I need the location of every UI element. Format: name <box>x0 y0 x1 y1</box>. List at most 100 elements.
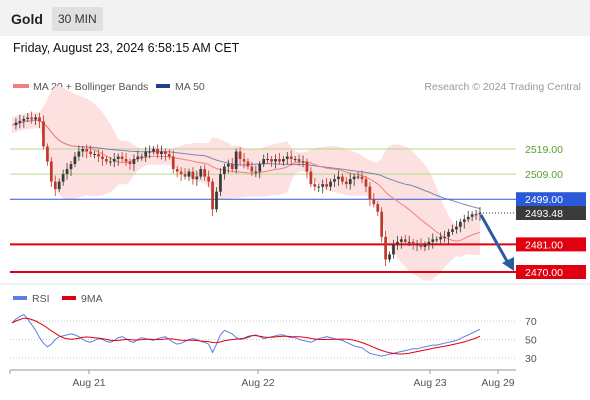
candle-body <box>415 244 419 246</box>
candle-body <box>466 216 470 220</box>
candle-body <box>451 229 454 232</box>
rsi-legend: RSI 9MA <box>13 293 103 305</box>
level-label-2470.00: 2470.00 <box>525 267 563 279</box>
candle-body <box>411 241 415 245</box>
candle-body <box>238 151 242 160</box>
candle-body <box>372 199 376 205</box>
candle-body <box>254 171 258 173</box>
candle-body <box>30 117 34 120</box>
ma50-legend-swatch <box>156 84 170 88</box>
candle-body <box>128 161 132 165</box>
candle-body <box>124 159 128 162</box>
candle-body <box>112 159 116 162</box>
candle-body <box>18 120 22 123</box>
ma50-line <box>11 119 481 210</box>
forecast-arrow-shaft <box>479 214 510 264</box>
candle-body <box>73 156 77 165</box>
candle-body <box>69 164 73 170</box>
candle-body <box>368 186 372 200</box>
candle-body <box>435 239 439 241</box>
candle-body <box>22 118 26 121</box>
instrument-title: Gold <box>11 11 43 27</box>
header-bar: Gold 30 MIN <box>0 0 590 36</box>
candle-body <box>289 156 293 160</box>
candle-body <box>250 166 254 172</box>
candle-body <box>293 159 297 161</box>
candle-body <box>321 184 325 187</box>
candle-body <box>132 159 136 165</box>
candle-body <box>207 176 211 182</box>
candle-body <box>333 179 336 182</box>
candle-body <box>376 204 380 212</box>
candle-body <box>297 159 301 162</box>
x-tick-label: Aug 22 <box>241 377 274 389</box>
x-tick-label: Aug 23 <box>413 377 446 389</box>
candle-body <box>360 176 364 180</box>
candle-body <box>136 156 140 160</box>
candle-body <box>285 156 289 160</box>
rsi-ma-legend-label: 9MA <box>81 293 103 305</box>
rsi-line <box>11 313 481 357</box>
rsi-tick-30: 30 <box>525 353 537 365</box>
candle-body <box>392 244 395 255</box>
candle-body <box>403 239 407 242</box>
rsi-legend-swatch <box>13 296 27 300</box>
level-tag-2499.00 <box>516 192 586 207</box>
candle-body <box>313 184 317 187</box>
candle-body <box>340 176 344 182</box>
candle-body <box>329 181 332 187</box>
candle-body <box>108 161 112 163</box>
ma20-legend-label: MA 20 + Bollinger Bands <box>33 81 148 93</box>
candle-body <box>179 171 183 175</box>
candle-body <box>470 214 474 217</box>
candle-body <box>455 226 458 230</box>
moving-averages <box>11 119 481 242</box>
candle-body <box>305 161 309 172</box>
candle-body <box>262 159 266 165</box>
candle-body <box>101 156 104 160</box>
candle-body <box>352 176 356 180</box>
rsi-legend-label: RSI <box>32 293 50 305</box>
candle-body <box>270 159 273 162</box>
candle-body <box>89 151 93 155</box>
candle-body <box>266 159 269 161</box>
timeframe-button[interactable]: 30 MIN <box>52 7 103 31</box>
timestamp: Friday, August 23, 2024 6:58:15 AM CET <box>13 41 240 55</box>
candle-body <box>478 213 482 215</box>
candle-body <box>61 174 65 182</box>
candle-body <box>156 149 159 155</box>
candle-body <box>219 174 222 192</box>
candle-body <box>140 156 144 158</box>
level-labels: 2519.00 2509.00 2499.00 2481.00 2470.00 2493.… <box>480 144 586 279</box>
candle-body <box>407 241 411 243</box>
candle-body <box>223 166 226 175</box>
level-label-2519.00: 2519.00 <box>525 144 563 156</box>
candle-body <box>309 171 313 185</box>
level-label-2481.00: 2481.00 <box>525 239 563 251</box>
bollinger-bands <box>12 86 480 281</box>
candle-body <box>281 159 285 162</box>
level-label-2499.00: 2499.00 <box>525 194 563 206</box>
last-price-label: 2493.48 <box>525 208 563 220</box>
candle-body <box>93 154 96 156</box>
ma20-line <box>11 119 481 242</box>
source-credit: Research © 2024 Trading Central <box>424 81 581 93</box>
candle-body <box>26 117 30 119</box>
ma20-legend-swatch <box>13 84 29 88</box>
rsi-tick-70: 70 <box>525 316 537 328</box>
candle-body <box>458 221 462 227</box>
candle-body <box>396 241 399 245</box>
candle-body <box>234 151 238 170</box>
candle-body <box>427 241 431 245</box>
candle-body <box>148 151 152 153</box>
candle-body <box>167 154 171 157</box>
candle-body <box>317 186 321 188</box>
candle-body <box>211 181 214 210</box>
candle-body <box>81 149 85 152</box>
level-label-2509.00: 2509.00 <box>525 169 563 181</box>
candle-body <box>85 149 89 152</box>
candle-body <box>53 181 57 190</box>
candle-body <box>171 156 175 170</box>
candle-body <box>152 149 155 152</box>
